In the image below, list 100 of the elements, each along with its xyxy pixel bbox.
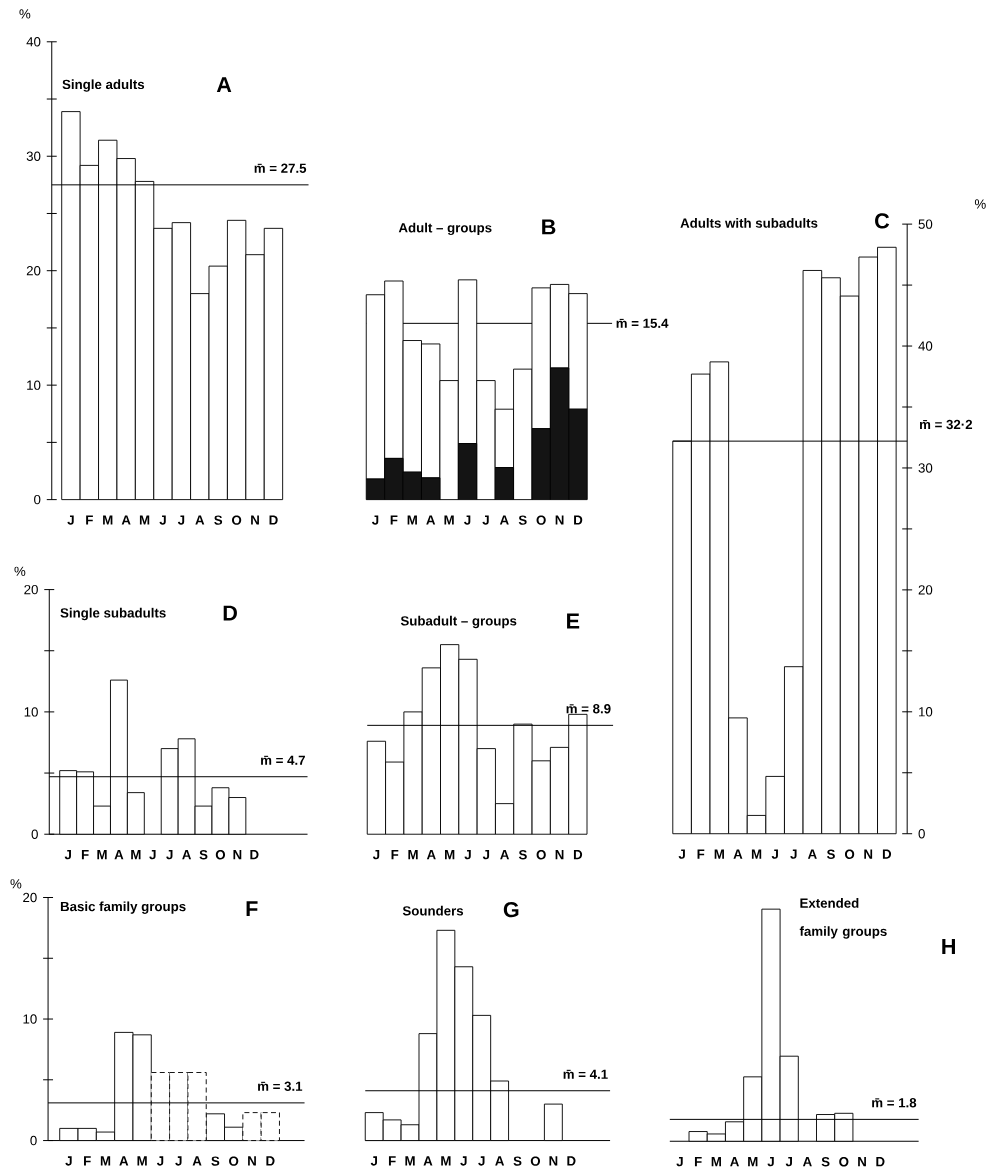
x-tick-label: D <box>567 1156 576 1166</box>
chart-title: Basic family groups <box>60 901 186 914</box>
x-tick-label: M <box>714 849 724 859</box>
y-tick-label: 10 <box>24 707 38 717</box>
x-tick-label: J <box>771 849 778 859</box>
x-tick-label: S <box>211 1156 220 1166</box>
x-tick-label: D <box>269 515 278 525</box>
x-tick-label: N <box>233 850 242 860</box>
x-tick-label: A <box>121 515 131 525</box>
x-tick-label: M <box>137 1156 147 1166</box>
x-tick-label: J <box>372 850 380 860</box>
x-tick-label: S <box>826 849 835 859</box>
y-tick-label: 0 <box>33 494 41 505</box>
x-tick-label: M <box>748 1157 758 1167</box>
x-tick-label: A <box>423 1156 433 1166</box>
chart-title: Adults with subadults <box>680 218 818 228</box>
text: Single subadults <box>60 607 166 621</box>
annotation: F <box>246 901 258 917</box>
y-axis-title: % <box>974 199 986 209</box>
x-tick-label: J <box>159 515 166 525</box>
text: Subadult – groups <box>400 615 517 629</box>
chart-title: Extended family groups <box>799 898 887 939</box>
x-tick-label: J <box>790 849 797 859</box>
x-tick-label: N <box>555 515 564 525</box>
ref-line-label: m̄ = 27.5 <box>254 163 307 173</box>
x-tick-label: F <box>697 849 705 859</box>
x-tick-label: M <box>751 849 762 859</box>
x-tick-label: M <box>405 1156 415 1166</box>
x-tick-label: J <box>370 1156 377 1166</box>
x-tick-label: A <box>114 850 124 860</box>
y-tick-label: 40 <box>918 341 933 351</box>
x-tick-label: A <box>119 1156 129 1166</box>
x-tick-label: J <box>149 850 156 860</box>
x-tick-label: J <box>177 515 185 525</box>
x-tick-label: J <box>371 515 379 525</box>
y-tick-label: 20 <box>24 584 38 595</box>
x-tick-label: A <box>729 1157 739 1167</box>
annotation: D <box>223 605 237 621</box>
x-tick-label: F <box>81 850 89 860</box>
x-tick-label: J <box>64 850 71 860</box>
x-tick-label: J <box>464 850 471 860</box>
x-tick-label: D <box>266 1156 275 1166</box>
x-tick-label: J <box>678 849 685 859</box>
x-tick-label: M <box>407 515 417 525</box>
text: Adult – groups <box>398 222 492 236</box>
x-tick-label: O <box>839 1157 849 1167</box>
x-tick-label: N <box>858 1157 866 1167</box>
ref-line-label: m̄ = 32·2 <box>919 419 972 430</box>
x-tick-label: A <box>426 515 436 525</box>
x-tick-label: M <box>131 850 141 860</box>
y-axis-title: % <box>19 9 31 19</box>
text: Single adults <box>62 79 144 92</box>
x-tick-label: O <box>536 515 546 525</box>
x-tick-label: F <box>694 1157 702 1167</box>
x-tick-label: O <box>844 849 855 859</box>
x-tick-label: O <box>228 1156 239 1166</box>
x-tick-label: O <box>215 850 225 860</box>
y-tick-label: 30 <box>918 463 933 473</box>
ref-line-label: m̄ = 15.4 <box>616 318 669 328</box>
ref-line-label: m̄ = 1.8 <box>872 1098 917 1108</box>
x-tick-label: J <box>166 850 173 860</box>
x-tick-label: J <box>460 1156 467 1166</box>
x-tick-label: J <box>482 515 489 525</box>
x-tick-label: S <box>821 1157 830 1167</box>
y-tick-label: 0 <box>918 829 925 839</box>
x-tick-label: S <box>518 850 527 860</box>
ref-line-label: m̄ = 4.7 <box>260 755 305 765</box>
x-tick-label: N <box>864 849 872 859</box>
x-tick-label: M <box>444 850 455 860</box>
x-tick-label: F <box>83 1156 91 1166</box>
y-tick-label: 0 <box>31 829 38 839</box>
x-tick-label: F <box>390 515 398 525</box>
x-tick-label: N <box>555 850 564 860</box>
ref-line-label: m̄ = 4.1 <box>563 1069 608 1079</box>
x-tick-label: J <box>482 850 489 860</box>
y-tick-label: 10 <box>918 707 933 717</box>
x-tick-label: A <box>500 850 509 860</box>
text: H <box>942 939 955 954</box>
annotation: G <box>503 902 519 918</box>
x-tick-label: M <box>444 515 454 525</box>
x-tick-label: J <box>65 1156 72 1166</box>
x-tick-label: D <box>573 515 583 525</box>
annotation: C <box>874 213 890 229</box>
y-tick-label: 0 <box>30 1135 37 1146</box>
x-tick-label: M <box>139 515 150 525</box>
x-tick-label: S <box>513 1156 522 1166</box>
x-tick-label: D <box>573 850 582 860</box>
x-tick-label: D <box>882 849 891 859</box>
x-tick-label: N <box>251 515 259 525</box>
x-tick-label: D <box>250 850 259 860</box>
x-tick-label: M <box>100 1156 111 1166</box>
x-tick-label: A <box>192 1156 202 1166</box>
x-tick-label: N <box>247 1156 256 1166</box>
x-tick-label: S <box>518 515 527 525</box>
x-tick-label: S <box>199 850 208 860</box>
ref-line-label: m̄ = 8.9 <box>566 704 611 714</box>
x-tick-label: F <box>388 1156 396 1166</box>
y-axis-title: % <box>10 879 22 889</box>
x-tick-label: F <box>86 515 93 525</box>
x-tick-label: M <box>441 1156 451 1166</box>
